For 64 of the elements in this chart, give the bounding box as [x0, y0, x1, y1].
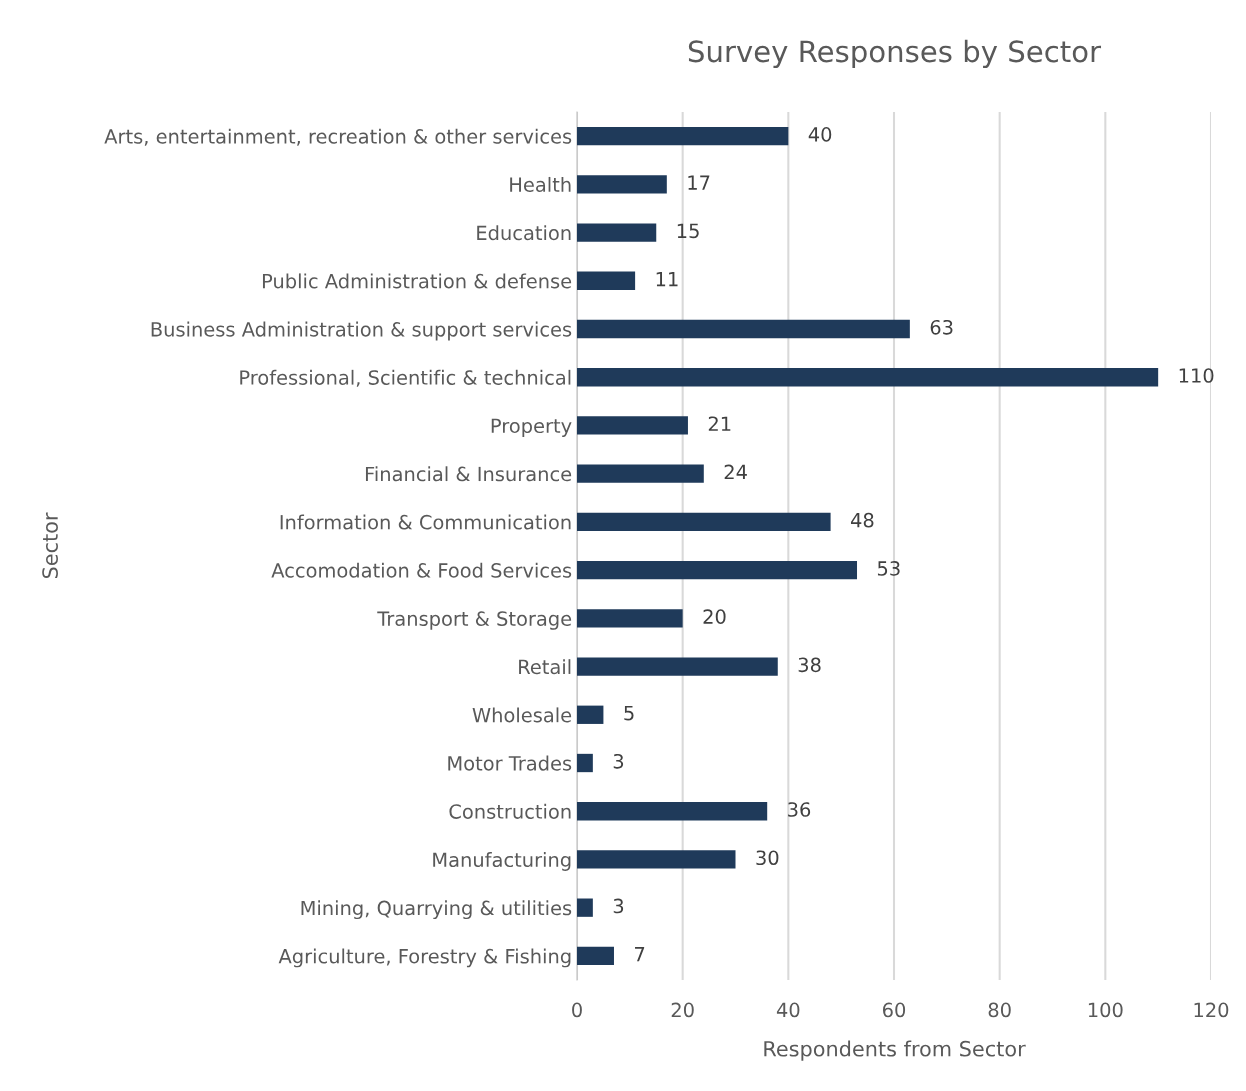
y-tick-label: Accomodation & Food Services	[271, 562, 572, 578]
data-label: 3	[613, 898, 624, 914]
data-label: 38	[798, 657, 821, 673]
x-tick-label: 0	[572, 1002, 582, 1018]
x-tick-label: 20	[671, 1002, 694, 1018]
bar	[577, 560, 858, 580]
data-label: 17	[688, 175, 710, 190]
y-tick-label: Financial & Insurance	[365, 466, 572, 482]
bar	[577, 657, 778, 676]
data-label: 21	[708, 416, 731, 431]
data-label: 15	[677, 223, 699, 239]
bar	[577, 898, 593, 917]
bar	[577, 319, 910, 339]
bar	[577, 464, 704, 483]
data-label: 40	[808, 127, 832, 142]
y-tick-label: Professional, Scientific & technical	[240, 369, 571, 387]
x-tick-label: 120	[1194, 1002, 1229, 1018]
y-tick-label: Arts, entertainment, recreation & other services	[104, 128, 572, 146]
bar	[577, 753, 593, 773]
bar	[577, 705, 604, 724]
y-tick-label: Wholesale	[472, 707, 572, 723]
y-tick-label: Retail	[519, 659, 571, 675]
chart-title: Survey Responses by Sector	[688, 39, 1102, 69]
y-tick-label: Education	[477, 225, 571, 241]
bar	[577, 368, 1159, 387]
data-label: 30	[756, 850, 779, 866]
bar	[577, 223, 657, 242]
y-tick-label: Manufacturing	[433, 852, 571, 871]
y-tick-label: Agriculture, Forestry & Fishing	[278, 948, 571, 968]
data-label: 24	[724, 464, 747, 480]
y-tick-label: Health	[510, 176, 571, 192]
data-label: 20	[703, 609, 726, 624]
x-tick-label: 100	[1088, 1002, 1123, 1018]
bar	[577, 946, 614, 966]
y-tick-label: Property	[491, 418, 572, 437]
y-tick-label: Construction	[449, 803, 571, 819]
data-label: 11	[656, 271, 678, 287]
y-tick-label: Public Administration & defense	[262, 273, 572, 289]
y-axis-title: Sector	[42, 512, 58, 579]
x-tick-label: 60	[882, 1002, 906, 1018]
bar	[577, 126, 789, 146]
bar	[577, 416, 688, 435]
bar	[577, 609, 683, 628]
data-label: 3	[613, 753, 624, 769]
bar	[577, 512, 831, 532]
x-tick-label: 40	[776, 1002, 800, 1018]
bar	[577, 271, 636, 290]
y-tick-label: Motor Trades	[448, 755, 572, 771]
x-tick-label: 80	[988, 1002, 1011, 1018]
data-label: 48	[851, 512, 874, 528]
data-label: 63	[930, 319, 953, 335]
y-tick-label: Business Administration & support services	[151, 321, 572, 341]
y-tick-label: Mining, Quarrying & utilities	[301, 900, 572, 920]
bar	[577, 850, 736, 869]
data-label: 7	[635, 947, 645, 962]
bar	[577, 175, 667, 194]
y-tick-label: Transport & Storage	[377, 611, 572, 630]
data-label: 36	[788, 802, 811, 817]
bar	[577, 802, 768, 821]
data-label: 5	[624, 705, 634, 721]
data-label: 110	[1179, 368, 1214, 383]
data-label: 53	[877, 561, 900, 576]
x-axis-title: Respondents from Sector	[764, 1040, 1026, 1061]
y-tick-label: Information & Communication	[280, 514, 571, 530]
